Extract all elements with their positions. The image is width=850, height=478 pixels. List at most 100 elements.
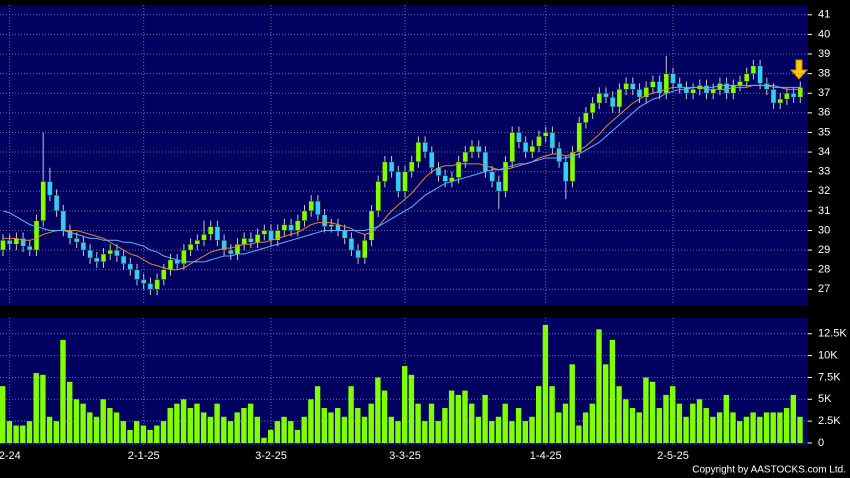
candle-body: [355, 249, 361, 259]
volume-bar: [777, 412, 783, 443]
volume-bar: [381, 390, 388, 443]
x-tick-label: 2-1-25: [128, 450, 160, 462]
volume-bar: [596, 329, 602, 443]
candle-body: [201, 234, 207, 241]
volume-bar: [207, 416, 214, 443]
y-tick-label: 36: [818, 107, 830, 119]
volume-bar: [408, 374, 415, 443]
volume-bar: [495, 416, 502, 443]
candle-body: [777, 98, 783, 104]
volume-bar: [13, 425, 19, 443]
candle-body: [502, 161, 509, 192]
volume-bar: [730, 412, 736, 443]
volume-bar: [509, 421, 515, 443]
candle-body: [127, 263, 134, 270]
candle-body: [670, 73, 676, 84]
volume-bar: [361, 416, 368, 443]
marker-arrow: [789, 59, 809, 80]
volume-bar: [556, 412, 562, 443]
volume-bar: [469, 403, 475, 443]
volume-bar: [113, 412, 120, 443]
candle-body: [395, 171, 402, 192]
volume-bar: [174, 403, 180, 443]
volume-bar: [569, 364, 575, 443]
candle-body: [536, 136, 542, 147]
volume-bar: [576, 425, 582, 443]
volume-bar: [221, 416, 227, 443]
candle-body: [33, 220, 40, 251]
y-tick-label: 39: [818, 48, 830, 60]
candle-body: [429, 151, 435, 168]
candle-body: [462, 151, 469, 163]
volume-bar: [247, 403, 254, 443]
volume-bar: [428, 403, 435, 443]
y-tick-label: 33: [818, 166, 830, 178]
volume-bar: [670, 386, 676, 443]
candle-body: [40, 181, 46, 221]
candle-body: [475, 145, 482, 153]
candle-body: [20, 238, 26, 247]
candle-body: [248, 238, 254, 243]
candle-body: [60, 210, 67, 231]
volume-bar: [515, 408, 522, 443]
moving-average: [2, 84, 801, 263]
candle-body: [228, 249, 234, 255]
volume-bar: [301, 416, 307, 443]
candle-body: [261, 230, 268, 235]
candle-body: [27, 245, 33, 251]
y-tick-label: 10K: [818, 349, 838, 361]
candle-body: [94, 257, 100, 263]
volume-bar: [475, 416, 482, 443]
candle-body: [489, 171, 495, 182]
volume-bar: [683, 416, 689, 443]
volume-bar: [623, 399, 629, 443]
volume-bar: [328, 412, 334, 443]
volume-bar: [341, 416, 348, 443]
candle-body: [750, 65, 757, 74]
volume-bar: [750, 412, 756, 443]
volume-bar: [308, 399, 314, 443]
volume-bar: [589, 403, 595, 443]
volume-bar: [73, 399, 80, 443]
candle-body: [194, 240, 201, 245]
candle-body: [73, 238, 80, 243]
volume-bar: [241, 408, 247, 443]
volume-bar: [723, 394, 729, 443]
candle-body: [362, 240, 368, 259]
volume-bar: [93, 416, 100, 443]
candle-body: [107, 249, 113, 255]
candle-body: [301, 210, 308, 221]
volume-bar: [482, 394, 488, 443]
y-tick-label: 28: [818, 264, 830, 276]
candle-body: [80, 242, 87, 251]
volume-bar: [100, 399, 106, 443]
volume-bar: [67, 381, 73, 443]
candle-body: [87, 249, 93, 259]
volume-bar: [274, 421, 281, 443]
volume-bar: [442, 408, 448, 443]
volume-bar: [348, 386, 354, 443]
volume-bar: [616, 386, 622, 443]
candle-body: [469, 145, 475, 153]
candle-body: [315, 200, 321, 216]
volume-bar: [154, 425, 160, 443]
y-tick-label: 35: [818, 126, 830, 138]
candle-body: [382, 161, 388, 182]
y-tick-label: 30: [818, 224, 830, 236]
volume-bar: [40, 374, 46, 443]
candle-body: [274, 230, 281, 241]
volume-bar: [294, 429, 301, 443]
volume-bar: [395, 421, 401, 443]
volume-bar: [261, 437, 267, 443]
candle-body: [140, 279, 147, 284]
candle-body: [609, 96, 616, 108]
candle-body: [422, 142, 428, 153]
volume-bar: [147, 429, 153, 443]
candle-body: [676, 83, 683, 88]
volume-bar: [314, 386, 321, 443]
candle-body: [770, 89, 777, 104]
candle-body: [181, 249, 187, 265]
volume-bar: [716, 412, 723, 443]
volume-bar: [268, 429, 274, 443]
volume-bar: [783, 408, 790, 443]
